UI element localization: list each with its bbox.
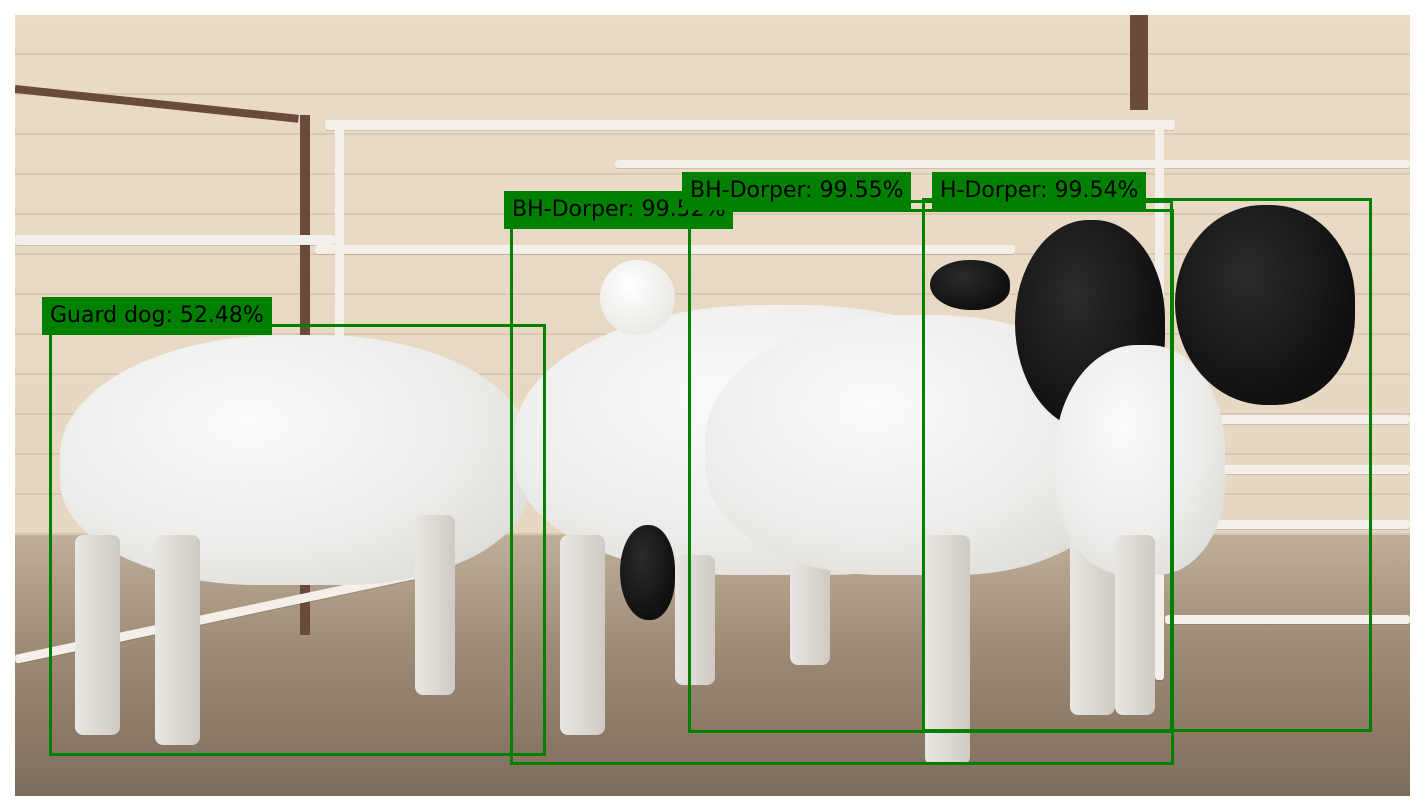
sheep-head <box>600 260 675 335</box>
photo-scene <box>15 15 1410 796</box>
fence-rail <box>1165 615 1410 624</box>
fence-rail <box>615 160 1410 168</box>
sheep-leg <box>75 535 120 735</box>
sheep-ear <box>930 260 1010 310</box>
bounding-box <box>49 324 546 756</box>
fence-rail <box>1185 520 1410 529</box>
sheep-leg <box>415 515 455 695</box>
fence-post <box>1130 15 1148 110</box>
sheep-leg <box>675 555 715 685</box>
detection-label: BH-Dorper: 99.55% <box>682 172 912 210</box>
sheep-leg <box>560 535 605 735</box>
fence-rail <box>1185 465 1410 474</box>
fence-rail <box>1185 415 1410 424</box>
sheep-head <box>620 525 675 620</box>
fence-rail <box>315 245 1015 254</box>
detection-overlay: Guard dog: 52.48% BH-Dorper: 99.52% BH-D… <box>15 15 1410 796</box>
fence-rail <box>15 235 335 245</box>
sheep-leg <box>155 535 200 745</box>
sheep-head <box>1175 205 1355 405</box>
sheep-leg <box>1115 535 1155 715</box>
detection-label: Guard dog: 52.48% <box>42 297 272 335</box>
fence-rail <box>325 120 1175 130</box>
detection-label: H-Dorper: 99.54% <box>932 172 1147 210</box>
sheep-leg <box>925 535 970 765</box>
bounding-box <box>922 198 1372 732</box>
